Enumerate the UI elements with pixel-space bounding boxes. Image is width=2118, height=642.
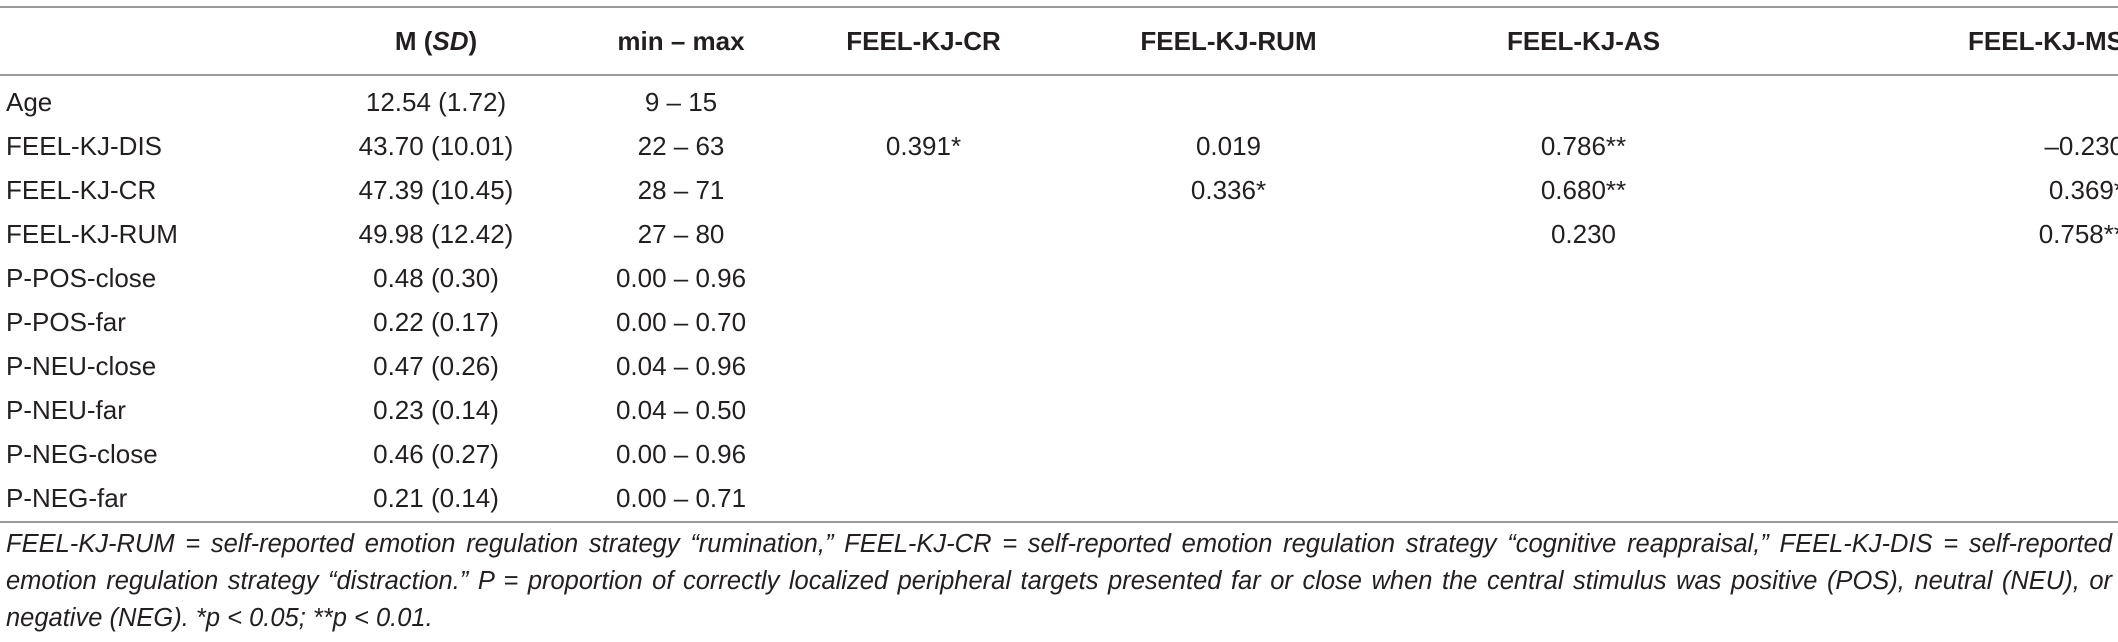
cell-feel-kj-as [1406,344,1761,388]
cell-feel-kj-as [1406,256,1761,300]
cell-feel-kj-rum [1051,344,1406,388]
header-variable [0,8,306,74]
cell-feel-kj-as [1406,476,1761,520]
cell-feel-kj-rum [1051,432,1406,476]
cell-feel-kj-cr: 0.391* [885,130,962,161]
cell-min-max: 0.04 – 0.50 [615,394,747,425]
cell-min-max: 0.00 – 0.70 [615,306,747,337]
cell-feel-kj-ms [1761,300,2118,344]
table-row: P-POS-close 0.48 (0.30) 0.00 – 0.96 [0,256,2118,300]
cell-mean-sd: 0.23 (0.14) [373,394,499,425]
row-label: FEEL-KJ-DIS [6,130,163,161]
table-row: FEEL-KJ-CR 47.39 (10.45) 28 – 71 0.336* … [0,168,2118,212]
header-mean-sd: M (SD) [394,25,478,56]
cell-mean-sd: 43.70 (10.01) [358,130,514,161]
cell-feel-kj-rum [1051,300,1406,344]
cell-feel-kj-cr [796,212,1051,256]
table-row: P-NEG-close 0.46 (0.27) 0.00 – 0.96 [0,432,2118,476]
cell-feel-kj-rum: 0.336* [1190,174,1267,205]
cell-mean-sd: 49.98 (12.42) [358,218,514,249]
cell-min-max: 0.00 – 0.71 [615,482,747,513]
cell-feel-kj-ms [1761,74,2118,124]
cell-feel-kj-cr [796,300,1051,344]
cell-feel-kj-as [1406,300,1761,344]
header-feel-kj-as: FEEL-KJ-AS [1506,25,1661,56]
row-label: FEEL-KJ-RUM [6,218,178,249]
header-feel-kj-rum: FEEL-KJ-RUM [1140,25,1317,56]
cell-feel-kj-ms: 0.369* [2048,174,2118,205]
cell-mean-sd: 0.46 (0.27) [373,438,499,469]
cell-feel-kj-ms: 0.758** [2038,218,2118,249]
header-rule [0,74,2118,76]
cell-feel-kj-cr [796,168,1051,212]
cell-feel-kj-as [1406,388,1761,432]
table-row: P-NEG-far 0.21 (0.14) 0.00 – 0.71 [0,476,2118,520]
cell-feel-kj-cr [796,256,1051,300]
cell-min-max: 0.00 – 0.96 [615,438,747,469]
cell-feel-kj-rum: 0.019 [1195,130,1262,161]
cell-mean-sd: 47.39 (10.45) [358,174,514,205]
cell-min-max: 28 – 71 [637,174,725,205]
cell-mean-sd: 12.54 (1.72) [365,86,507,117]
cell-feel-kj-ms [1761,256,2118,300]
cell-feel-kj-rum [1051,74,1406,124]
table-header-row: M (SD) min – max FEEL-KJ-CR FEEL-KJ-RUM … [0,8,2118,74]
row-label: P-POS-close [6,262,157,293]
cell-min-max: 0.04 – 0.96 [615,350,747,381]
cell-feel-kj-ms [1761,476,2118,520]
table-row: FEEL-KJ-DIS 43.70 (10.01) 22 – 63 0.391*… [0,124,2118,168]
row-label: P-NEU-close [6,350,157,381]
cell-feel-kj-cr [796,476,1051,520]
row-label: P-POS-far [6,306,126,337]
row-label: P-NEU-far [6,394,126,425]
table-row: Age 12.54 (1.72) 9 – 15 [0,74,2118,124]
cell-feel-kj-ms [1761,344,2118,388]
table-row: P-POS-far 0.22 (0.17) 0.00 – 0.70 [0,300,2118,344]
cell-min-max: 0.00 – 0.96 [615,262,747,293]
bottom-rule [0,521,2118,523]
cell-feel-kj-as: 0.230 [1550,218,1617,249]
cell-feel-kj-cr [796,432,1051,476]
cell-feel-kj-rum [1051,476,1406,520]
cell-feel-kj-cr [796,344,1051,388]
table-row: FEEL-KJ-RUM 49.98 (12.42) 27 – 80 0.230 … [0,212,2118,256]
cell-feel-kj-as [1406,432,1761,476]
cell-feel-kj-rum [1051,388,1406,432]
header-min-max: min – max [617,25,745,56]
cell-feel-kj-as [1406,74,1761,124]
header-feel-kj-cr: FEEL-KJ-CR [846,25,1001,56]
cell-feel-kj-ms: –0.230 [2044,130,2118,161]
cell-feel-kj-as: 0.786** [1540,130,1627,161]
row-label: FEEL-KJ-CR [6,174,157,205]
row-label: Age [6,86,53,117]
cell-mean-sd: 0.48 (0.30) [373,262,499,293]
cell-feel-kj-rum [1051,256,1406,300]
cell-feel-kj-cr [796,388,1051,432]
cell-mean-sd: 0.22 (0.17) [373,306,499,337]
cell-min-max: 27 – 80 [637,218,725,249]
header-feel-kj-ms: FEEL-KJ-MS [1968,25,2118,56]
cell-min-max: 22 – 63 [637,130,725,161]
cell-mean-sd: 0.21 (0.14) [373,482,499,513]
row-label: P-NEG-close [6,438,158,469]
top-rule [0,6,2118,8]
cell-feel-kj-as: 0.680** [1540,174,1627,205]
table-row: P-NEU-far 0.23 (0.14) 0.04 – 0.50 [0,388,2118,432]
cell-min-max: 9 – 15 [644,86,718,117]
cell-feel-kj-rum [1051,212,1406,256]
descriptive-statistics-table: M (SD) min – max FEEL-KJ-CR FEEL-KJ-RUM … [0,8,2118,520]
table-row: P-NEU-close 0.47 (0.26) 0.04 – 0.96 [0,344,2118,388]
cell-feel-kj-ms [1761,432,2118,476]
table-footnote: FEEL-KJ-RUM = self-reported emotion regu… [6,530,2112,632]
cell-feel-kj-ms [1761,388,2118,432]
cell-feel-kj-cr [796,74,1051,124]
cell-mean-sd: 0.47 (0.26) [373,350,499,381]
row-label: P-NEG-far [6,482,128,513]
